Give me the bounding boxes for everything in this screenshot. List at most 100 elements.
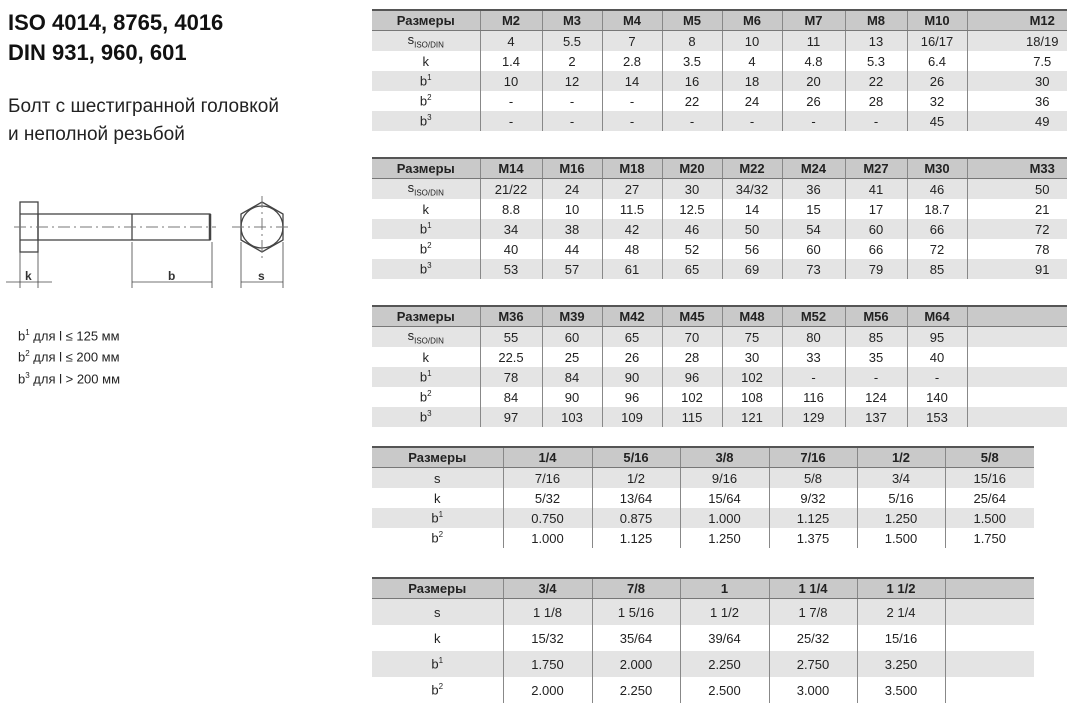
table-cell: 25: [541, 347, 602, 367]
table-cell: 18: [721, 71, 782, 91]
table-cell: 36: [966, 91, 1067, 111]
table-cell: 72: [906, 239, 967, 259]
size-header: M3: [541, 9, 602, 31]
table-row: b3 53 57 61 65 69 73 79 85 91: [372, 259, 1067, 279]
table-cell: 14: [601, 71, 662, 91]
table-cell: 65: [601, 326, 662, 347]
size-header: 7/16: [768, 446, 857, 468]
table-cell: 109: [601, 407, 662, 427]
table-cell: 25/32: [768, 625, 857, 651]
table-row: k 8.8 10 11.5 12.5 14 15 17 18.7 21: [372, 199, 1067, 219]
table-cell: 42: [601, 219, 662, 239]
table-cell: 60: [541, 326, 602, 347]
table-cell: 8: [661, 30, 722, 51]
table-cell: 50: [966, 178, 1067, 199]
size-header: M52: [781, 305, 845, 327]
table-cell: 0.750: [502, 508, 592, 528]
table-cell: [944, 625, 1034, 651]
table-cell: 57: [541, 259, 602, 279]
row-label: k: [434, 490, 441, 506]
table-cell: 153: [906, 407, 967, 427]
row-label: sISO/DIN: [372, 30, 480, 51]
table-cell: 49: [966, 111, 1067, 131]
header-row: Размеры M36 M39 M42 M45 M48 M52 M56 M64: [372, 305, 1067, 327]
table-cell: 21/22: [479, 178, 542, 199]
size-header: M10: [906, 9, 967, 31]
table-cell: 2.000: [502, 677, 592, 703]
table-cell: 1 5/16: [591, 598, 680, 625]
table-cell: 2.250: [679, 651, 769, 677]
size-header: M7: [781, 9, 845, 31]
table-cell: 30: [966, 71, 1067, 91]
size-header: M36: [479, 305, 542, 327]
table-cell: 35/64: [591, 625, 680, 651]
size-header: M5: [661, 9, 722, 31]
table-cell: -: [844, 111, 907, 131]
dimension-k-label: k: [25, 269, 32, 283]
size-header: 1 1/2: [856, 577, 945, 599]
row-label: b2: [431, 682, 444, 698]
table-cell: 140: [906, 387, 967, 407]
table-cell: 26: [781, 91, 845, 111]
size-header: M33: [966, 157, 1067, 179]
size-header: 5/8: [944, 446, 1034, 468]
table-cell: 2 1/4: [856, 598, 945, 625]
table-cell: 121: [721, 407, 782, 427]
table-cell: -: [781, 111, 845, 131]
row-label: sISO/DIN: [372, 178, 480, 199]
header-row: Размеры M14 M16 M18 M20 M22 M24 M27 M30 M33: [372, 157, 1067, 179]
table-cell: 7/16: [502, 467, 592, 488]
table-cell: 20: [781, 71, 845, 91]
table-cell: 41: [844, 178, 907, 199]
size-header: M27: [844, 157, 907, 179]
size-header: M48: [721, 305, 782, 327]
table-cell: 2: [541, 51, 602, 71]
table-cell: -: [479, 111, 542, 131]
table-cell: 13/64: [591, 488, 680, 508]
table-cell: 32: [906, 91, 967, 111]
table-cell: 48: [601, 239, 662, 259]
sizes-header: Размеры: [372, 446, 503, 468]
size-header: 3/8: [679, 446, 769, 468]
table-row: b3 97 103 109 115 121 129 137 153: [372, 407, 1067, 427]
table-cell: 102: [661, 387, 722, 407]
table-cell: 73: [781, 259, 845, 279]
table-cell: 84: [541, 367, 602, 387]
table-cell: 52: [661, 239, 722, 259]
row-label: b3: [372, 259, 480, 279]
table-cell: 7: [601, 30, 662, 51]
row-label: b2: [419, 241, 432, 257]
row-label: k: [434, 630, 441, 646]
table-cell: 10: [721, 30, 782, 51]
table-cell: 116: [781, 387, 845, 407]
table-row: b1 78 84 90 96 102- - -: [372, 367, 1067, 387]
table-cell: 2.000: [591, 651, 680, 677]
size-header: [966, 305, 1067, 327]
table-cell: 96: [661, 367, 722, 387]
table-cell: 36: [781, 178, 845, 199]
table-cell: 30: [721, 347, 782, 367]
table-row: k 1.4 2 2.8 3.5 4 4.8 5.3 6.4 7.5: [372, 51, 1067, 71]
size-header: M56: [844, 305, 907, 327]
table-cell: 6.4: [906, 51, 967, 71]
table-cell: 10: [541, 199, 602, 219]
metric-size-table-m14-m33: Размеры M14 M16 M18 M20 M22 M24 M27 M30 M33 sISO/D…: [372, 157, 1067, 279]
size-header: M18: [601, 157, 662, 179]
size-header: M64: [906, 305, 967, 327]
table-cell: 115: [661, 407, 722, 427]
table-cell: 65: [661, 259, 722, 279]
table-cell: 5/8: [768, 467, 857, 488]
table-cell: 1.250: [856, 508, 945, 528]
size-header: 3/4: [502, 577, 592, 599]
table-cell: 90: [541, 387, 602, 407]
dimension-b-label: b: [168, 269, 175, 283]
table-row: k 5/32 13/64 15/64 9/32 5/16 25/64: [372, 488, 1034, 508]
size-header: 5/16: [591, 446, 680, 468]
product-subtitle: Болт с шестигранной головкой и неполной …: [8, 93, 279, 149]
table-cell: 15/16: [944, 467, 1034, 488]
size-header: M6: [721, 9, 782, 31]
table-cell: 1/2: [591, 467, 680, 488]
row-label: b2: [431, 530, 444, 546]
row-label: k: [422, 349, 430, 365]
table-cell: 54: [781, 219, 845, 239]
